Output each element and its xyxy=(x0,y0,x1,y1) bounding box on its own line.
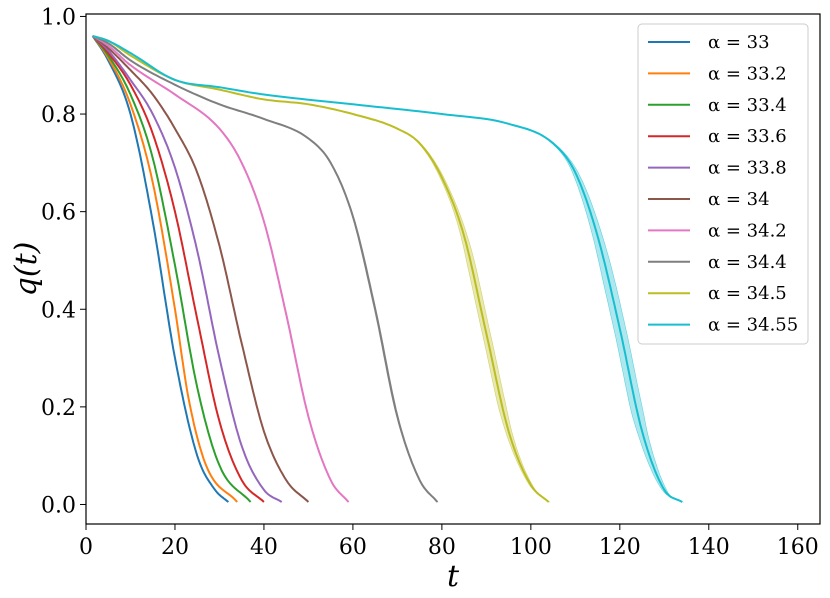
y-axis: 0.0 0.2 0.4 0.6 0.8 1.0 xyxy=(41,5,86,518)
series-line xyxy=(92,35,550,503)
x-tick-label: 40 xyxy=(250,535,278,560)
y-tick-label: 0.4 xyxy=(41,298,76,323)
x-axis-label: t xyxy=(447,559,460,594)
y-tick-label: 1.0 xyxy=(41,5,76,30)
legend-entry: α = 34 xyxy=(708,189,770,210)
series-line xyxy=(92,35,439,503)
y-tick-label: 0.0 xyxy=(41,493,76,518)
y-tick-label: 0.8 xyxy=(41,103,76,128)
series-line xyxy=(91,35,238,503)
series-line xyxy=(92,35,283,503)
y-tick-label: 0.2 xyxy=(41,396,76,421)
legend-entry: α = 33.8 xyxy=(708,158,787,179)
legend-entry: α = 34.5 xyxy=(708,283,787,304)
legend-entry: α = 34.55 xyxy=(708,315,798,336)
x-tick-label: 20 xyxy=(161,535,189,560)
legend-entry: α = 33.2 xyxy=(708,63,787,84)
series-line xyxy=(91,35,252,503)
series-band xyxy=(92,35,684,503)
x-tick-label: 120 xyxy=(599,535,641,560)
legend-entry: α = 33.6 xyxy=(708,126,787,147)
x-tick-label: 160 xyxy=(777,535,819,560)
x-tick-label: 0 xyxy=(79,535,93,560)
plot-area xyxy=(91,35,684,503)
legend-entry: α = 33.4 xyxy=(708,95,787,116)
y-tick-label: 0.6 xyxy=(41,201,76,226)
legend-entry: α = 34.2 xyxy=(708,220,787,241)
legend-entry: α = 34.4 xyxy=(708,252,787,273)
x-axis: 0 20 40 60 80 100 120 140 160 xyxy=(79,524,819,560)
legend-entry: α = 33 xyxy=(708,32,770,53)
series-line xyxy=(92,35,350,503)
series-line xyxy=(91,35,229,503)
y-axis-label: q(t) xyxy=(9,242,44,297)
series-line xyxy=(92,35,683,503)
x-tick-label: 80 xyxy=(428,535,456,560)
x-tick-label: 60 xyxy=(339,535,367,560)
series-line xyxy=(91,35,265,503)
x-tick-label: 140 xyxy=(688,535,730,560)
x-tick-label: 100 xyxy=(510,535,552,560)
series-line xyxy=(92,35,310,503)
legend: α = 33 α = 33.2 α = 33.4 α = 33.6 α = 33.8 α … xyxy=(637,23,809,345)
axes-frame xyxy=(85,13,821,525)
